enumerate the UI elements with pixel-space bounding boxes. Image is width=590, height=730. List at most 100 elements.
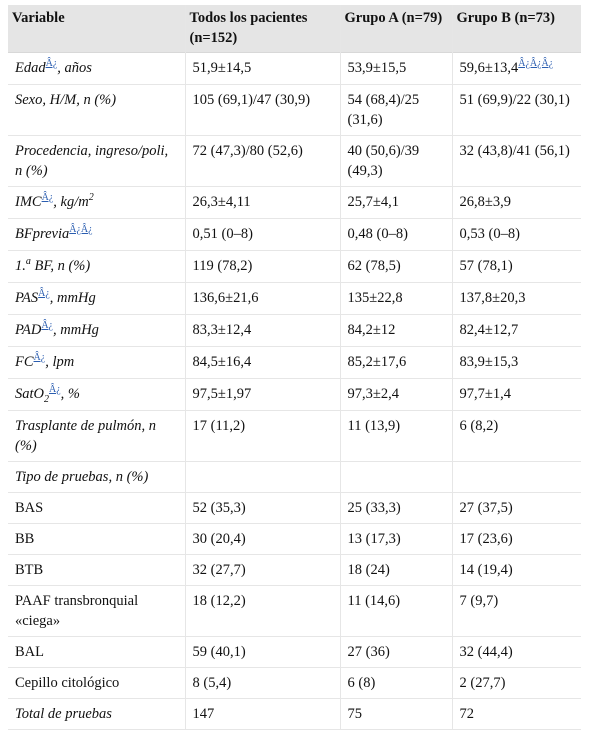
- cell-group-b: 137,8±20,3: [451, 282, 581, 315]
- footnote-link[interactable]: Â¿: [38, 288, 50, 299]
- row-label: Cepillo citológico: [8, 667, 185, 699]
- table-row: Procedencia, ingreso/poli, n (%) 72 (47,…: [8, 135, 581, 187]
- row-label: 1.a BF, n (%): [8, 250, 185, 283]
- cell-group-b: 57 (78,1): [451, 250, 581, 283]
- cell-group-b: 2 (27,7): [451, 667, 581, 699]
- cell-group-a: 75: [339, 698, 452, 730]
- cell-all: 83,3±12,4: [184, 314, 340, 347]
- header-group-a: Grupo A (n=79): [339, 5, 452, 53]
- cell-group-a: 40 (50,6)/39 (49,3): [339, 135, 452, 187]
- cell-group-b: 83,9±15,3: [451, 346, 581, 379]
- row-label: Sexo, H/M, n (%): [8, 84, 185, 136]
- cell-group-a: 85,2±17,6: [339, 346, 452, 379]
- table-row: Sexo, H/M, n (%) 105 (69,1)/47 (30,9) 54…: [8, 84, 581, 136]
- cell-group-a: 97,3±2,4: [339, 378, 452, 411]
- cell-all: 105 (69,1)/47 (30,9): [184, 84, 340, 136]
- cell-group-a: 54 (68,4)/25 (31,6): [339, 84, 452, 136]
- cell-all: [184, 461, 340, 493]
- footnote-link[interactable]: Â¿: [45, 58, 58, 69]
- cell-all: 119 (78,2): [184, 250, 340, 283]
- cell-all: 32 (27,7): [184, 554, 340, 586]
- cell-all: 8 (5,4): [184, 667, 340, 699]
- footnote-link[interactable]: Â¿Â¿Â¿: [518, 58, 554, 69]
- patient-characteristics-table: Variable Todos los pacientes (n=152) Gru…: [8, 5, 581, 730]
- footnote-link[interactable]: Â¿: [41, 320, 53, 331]
- table-row: BAL 59 (40,1) 27 (36) 32 (44,4): [8, 636, 581, 668]
- table-row: Total de pruebas 147 75 72: [8, 698, 581, 730]
- row-label: SatO2Â¿, %: [8, 378, 185, 411]
- cell-all: 18 (12,2): [184, 585, 340, 637]
- cell-group-b: 14 (19,4): [451, 554, 581, 586]
- cell-group-a: 53,9±15,5: [339, 52, 452, 85]
- cell-group-b: 32 (44,4): [451, 636, 581, 668]
- row-label: Tipo de pruebas, n (%): [8, 461, 185, 493]
- cell-group-a: 11 (14,6): [339, 585, 452, 637]
- cell-group-a: 135±22,8: [339, 282, 452, 315]
- cell-group-b: 59,6±13,4Â¿Â¿Â¿: [451, 52, 581, 85]
- cell-all: 0,51 (0–8): [184, 218, 340, 251]
- cell-group-b: 6 (8,2): [451, 410, 581, 462]
- table-row: BB 30 (20,4) 13 (17,3) 17 (23,6): [8, 523, 581, 555]
- table-row: PASÂ¿, mmHg 136,6±21,6 135±22,8 137,8±20…: [8, 282, 581, 315]
- cell-group-a: 0,48 (0–8): [339, 218, 452, 251]
- table-row: BTB 32 (27,7) 18 (24) 14 (19,4): [8, 554, 581, 586]
- cell-all: 84,5±16,4: [184, 346, 340, 379]
- cell-group-a: 62 (78,5): [339, 250, 452, 283]
- cell-group-b: 82,4±12,7: [451, 314, 581, 347]
- footnote-link[interactable]: Â¿Â¿: [69, 224, 93, 235]
- cell-group-a: 11 (13,9): [339, 410, 452, 462]
- row-label: PAAF transbronquial «ciega»: [8, 585, 185, 637]
- cell-group-a: [339, 461, 452, 493]
- cell-all: 51,9±14,5: [184, 52, 340, 85]
- cell-group-b: 0,53 (0–8): [451, 218, 581, 251]
- table-row: Tipo de pruebas, n (%): [8, 461, 581, 493]
- cell-group-a: 27 (36): [339, 636, 452, 668]
- row-label: IMCÂ¿, kg/m2: [8, 186, 185, 219]
- row-label: BAS: [8, 492, 185, 524]
- footnote-link[interactable]: Â¿: [49, 384, 61, 395]
- cell-group-b: 97,7±1,4: [451, 378, 581, 411]
- cell-group-b: 26,8±3,9: [451, 186, 581, 219]
- cell-group-b: 7 (9,7): [451, 585, 581, 637]
- cell-all: 136,6±21,6: [184, 282, 340, 315]
- header-all-patients: Todos los pacientes (n=152): [184, 5, 340, 53]
- cell-all: 52 (35,3): [184, 492, 340, 524]
- row-label: BTB: [8, 554, 185, 586]
- cell-all: 97,5±1,97: [184, 378, 340, 411]
- table-row: FCÂ¿, lpm 84,5±16,4 85,2±17,6 83,9±15,3: [8, 346, 581, 379]
- cell-group-b: [451, 461, 581, 493]
- table-row: Cepillo citológico 8 (5,4) 6 (8) 2 (27,7…: [8, 667, 581, 699]
- cell-group-b: 27 (37,5): [451, 492, 581, 524]
- table-row: Trasplante de pulmón, n (%) 17 (11,2) 11…: [8, 410, 581, 462]
- cell-group-a: 25 (33,3): [339, 492, 452, 524]
- cell-group-b: 32 (43,8)/41 (56,1): [451, 135, 581, 187]
- row-label: FCÂ¿, lpm: [8, 346, 185, 379]
- footnote-link[interactable]: Â¿: [33, 352, 46, 363]
- table-row: PADÂ¿, mmHg 83,3±12,4 84,2±12 82,4±12,7: [8, 314, 581, 347]
- cell-group-b: 72: [451, 698, 581, 730]
- header-group-b: Grupo B (n=73): [451, 5, 581, 53]
- header-variable: Variable: [8, 5, 185, 53]
- cell-all: 147: [184, 698, 340, 730]
- table-row: SatO2Â¿, % 97,5±1,97 97,3±2,4 97,7±1,4: [8, 378, 581, 411]
- cell-all: 26,3±4,11: [184, 186, 340, 219]
- cell-all: 59 (40,1): [184, 636, 340, 668]
- cell-group-b: 17 (23,6): [451, 523, 581, 555]
- table-header-row: Variable Todos los pacientes (n=152) Gru…: [8, 5, 581, 53]
- table-row: EdadÂ¿, años 51,9±14,5 53,9±15,5 59,6±13…: [8, 52, 581, 85]
- row-label: BB: [8, 523, 185, 555]
- table-row: 1.a BF, n (%) 119 (78,2) 62 (78,5) 57 (7…: [8, 250, 581, 283]
- table-row: BAS 52 (35,3) 25 (33,3) 27 (37,5): [8, 492, 581, 524]
- cell-all: 17 (11,2): [184, 410, 340, 462]
- row-label: Trasplante de pulmón, n (%): [8, 410, 185, 462]
- cell-group-b: 51 (69,9)/22 (30,1): [451, 84, 581, 136]
- cell-group-a: 6 (8): [339, 667, 452, 699]
- table-row: BFpreviaÂ¿Â¿ 0,51 (0–8) 0,48 (0–8) 0,53 …: [8, 218, 581, 251]
- cell-group-a: 18 (24): [339, 554, 452, 586]
- row-label: PASÂ¿, mmHg: [8, 282, 185, 315]
- cell-group-a: 25,7±4,1: [339, 186, 452, 219]
- footnote-link[interactable]: Â¿: [41, 192, 54, 203]
- row-label: PADÂ¿, mmHg: [8, 314, 185, 347]
- table-row: IMCÂ¿, kg/m2 26,3±4,11 25,7±4,1 26,8±3,9: [8, 186, 581, 219]
- cell-group-a: 13 (17,3): [339, 523, 452, 555]
